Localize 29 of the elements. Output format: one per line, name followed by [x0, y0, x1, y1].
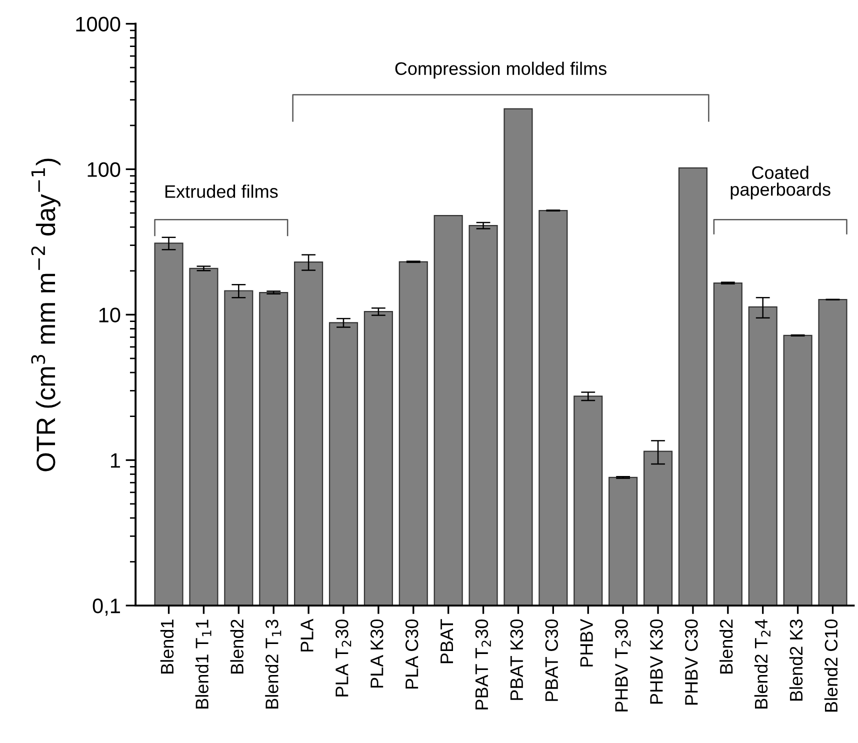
x-tick-label: Blend1	[160, 620, 174, 674]
x-tick-label: PBAT K30	[510, 619, 524, 700]
y-tick-label: 10	[99, 308, 120, 322]
x-tick-label: Blend2	[230, 620, 244, 674]
x-tick-label: PBAT T$_{2}$30	[475, 620, 491, 710]
x-tick-label: PLA C30	[405, 619, 418, 689]
x-tick-label: PBAT C30	[545, 619, 558, 701]
y-tick-label: 0,1	[92, 598, 120, 616]
x-tick-label: Blend2 T$_{1}$3	[265, 620, 282, 708]
y-tick-label: 1	[110, 453, 120, 468]
x-tick-label: PHBV K30	[650, 619, 663, 704]
x-tick-label: PHBV C30	[685, 619, 698, 705]
annotation: Coated paperboards	[730, 166, 830, 200]
annotation: Compression molded films	[395, 62, 606, 79]
x-tick-label: PLA	[300, 618, 314, 652]
x-tick-label: PHBV T$_{2}$30	[615, 620, 631, 712]
annotation: Extruded films	[165, 184, 278, 198]
y-tick-label: 100	[88, 162, 120, 177]
x-tick-label: PLA K30	[370, 619, 384, 688]
x-tick-label: Blend2	[719, 620, 733, 674]
x-tick-label: Blend2 T$_{2}$4	[754, 619, 770, 708]
y-axis-title: OTR (cm$^{3}$ mm m$^{−2}$ day$^{−1}$)	[31, 158, 60, 472]
x-tick-label: PHBV	[580, 618, 593, 666]
x-tick-label: Blend2 K3	[789, 620, 803, 701]
x-tick-label: PLA T$_{2}$30	[336, 620, 352, 696]
x-tick-label: PBAT	[440, 619, 453, 664]
x-tick-label: Blend1 T$_{1}$1	[195, 620, 212, 708]
x-tick-label: Blend2 C10	[824, 619, 838, 712]
y-tick-label: 1000	[76, 16, 120, 32]
